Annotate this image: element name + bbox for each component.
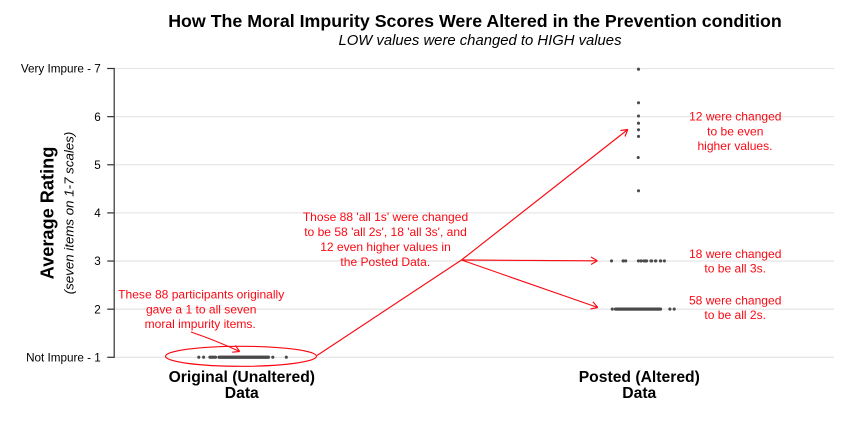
svg-text:These 88 participants original: These 88 participants originally [118,288,284,302]
svg-text:higher values.: higher values. [697,139,772,153]
svg-text:Very Impure - 7: Very Impure - 7 [21,63,101,76]
svg-text:12 even higher values in: 12 even higher values in [320,240,451,254]
svg-text:moral impurity items.: moral impurity items. [145,317,256,331]
svg-text:gave a 1 to all seven: gave a 1 to all seven [146,303,257,317]
svg-text:Original (Unaltered): Original (Unaltered) [169,369,315,386]
svg-text:Data: Data [622,385,656,402]
svg-text:Average Rating: Average Rating [38,147,58,280]
svg-text:2: 2 [94,303,101,316]
svg-text:Not Impure - 1: Not Impure - 1 [26,351,101,364]
svg-text:How The Moral Impurity Scores: How The Moral Impurity Scores Were Alter… [168,11,782,31]
svg-text:Posted (Altered): Posted (Altered) [579,369,700,386]
svg-text:to be all 3s.: to be all 3s. [704,261,766,275]
svg-text:58 were changed: 58 were changed [689,294,781,308]
svg-text:LOW values were changed to HIG: LOW values were changed to HIGH values [339,33,623,49]
svg-text:to be 58 'all 2s', 18 'all 3s': to be 58 'all 2s', 18 'all 3s', and [304,225,467,239]
svg-text:(seven items on 1-7 scales): (seven items on 1-7 scales) [62,132,77,295]
svg-text:6: 6 [94,111,101,124]
svg-text:12 were changed: 12 were changed [689,110,781,124]
svg-text:3: 3 [94,255,101,268]
svg-text:Data: Data [225,385,259,402]
svg-text:18 were changed: 18 were changed [689,247,781,261]
svg-text:Those 88 'all 1s' were changed: Those 88 'all 1s' were changed [303,210,468,224]
svg-text:the Posted Data.: the Posted Data. [340,255,430,269]
svg-text:to be all 2s.: to be all 2s. [704,308,766,322]
svg-text:to be even: to be even [707,125,763,139]
svg-text:4: 4 [94,207,101,220]
svg-text:5: 5 [94,159,101,172]
